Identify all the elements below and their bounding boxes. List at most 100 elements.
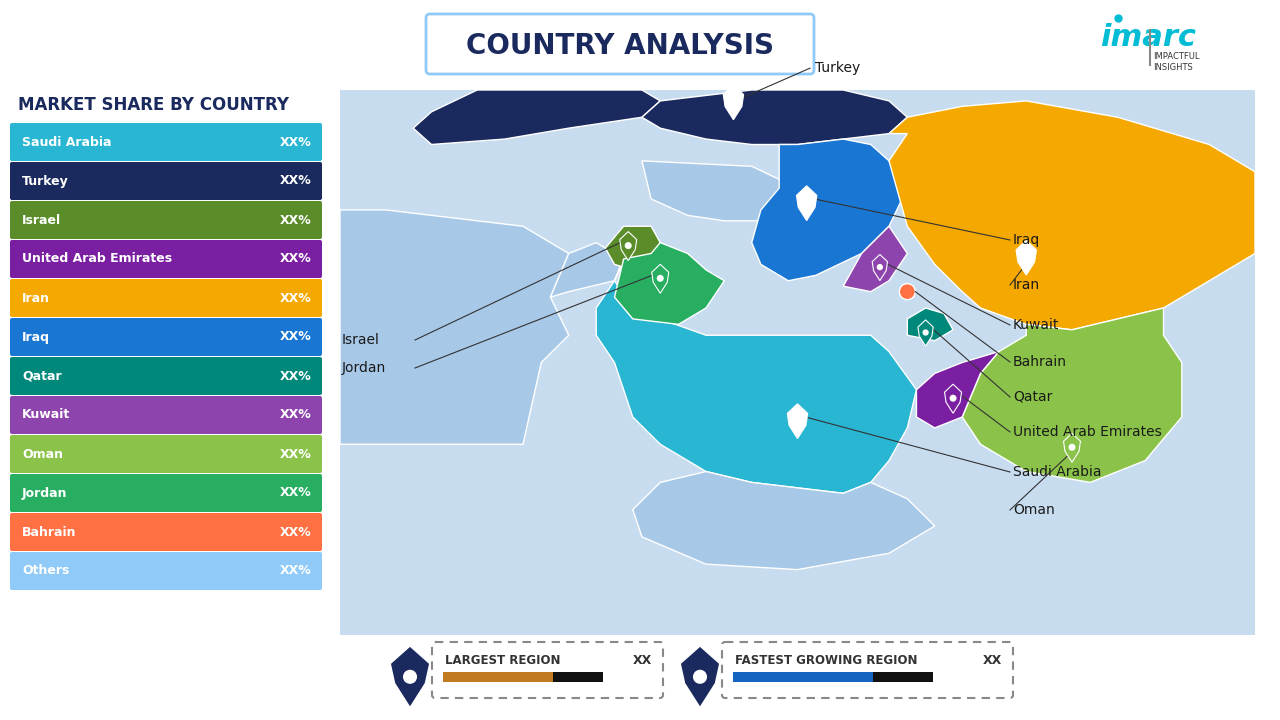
Text: Qatar: Qatar: [22, 369, 61, 382]
Polygon shape: [643, 90, 908, 145]
Text: Jordan: Jordan: [22, 487, 68, 500]
Circle shape: [923, 329, 929, 336]
Text: XX%: XX%: [280, 214, 312, 227]
Text: XX%: XX%: [280, 330, 312, 343]
Text: XX%: XX%: [280, 369, 312, 382]
Text: XX%: XX%: [280, 408, 312, 421]
Polygon shape: [751, 139, 908, 281]
Polygon shape: [872, 254, 887, 281]
Bar: [553, 672, 603, 682]
Text: Saudi Arabia: Saudi Arabia: [22, 135, 111, 148]
Text: XX: XX: [983, 654, 1002, 667]
Polygon shape: [908, 308, 954, 341]
Polygon shape: [632, 472, 934, 570]
FancyBboxPatch shape: [10, 201, 323, 239]
Polygon shape: [723, 85, 744, 120]
Polygon shape: [390, 646, 430, 708]
Circle shape: [403, 670, 417, 684]
Text: Iran: Iran: [22, 292, 50, 305]
FancyBboxPatch shape: [722, 642, 1012, 698]
Text: Bahrain: Bahrain: [22, 526, 77, 539]
FancyBboxPatch shape: [340, 90, 1254, 635]
Text: United Arab Emirates: United Arab Emirates: [1012, 425, 1162, 439]
Polygon shape: [614, 243, 724, 324]
Text: Turkey: Turkey: [22, 174, 69, 187]
Circle shape: [803, 199, 810, 207]
FancyBboxPatch shape: [10, 162, 323, 200]
Circle shape: [730, 98, 737, 106]
Text: Others: Others: [22, 564, 69, 577]
Text: Israel: Israel: [342, 333, 380, 347]
Circle shape: [1069, 444, 1075, 451]
Circle shape: [877, 264, 883, 270]
Polygon shape: [1016, 240, 1037, 275]
Text: XX%: XX%: [280, 174, 312, 187]
Polygon shape: [918, 320, 933, 346]
Polygon shape: [1064, 433, 1080, 462]
Polygon shape: [890, 101, 1254, 330]
Polygon shape: [413, 90, 660, 145]
Polygon shape: [796, 186, 817, 220]
Text: Qatar: Qatar: [1012, 390, 1052, 404]
Text: Turkey: Turkey: [815, 61, 860, 75]
Text: XX%: XX%: [280, 564, 312, 577]
FancyBboxPatch shape: [10, 123, 323, 161]
Text: XX%: XX%: [280, 135, 312, 148]
Polygon shape: [916, 351, 998, 428]
Polygon shape: [680, 646, 719, 708]
Circle shape: [900, 284, 915, 300]
Polygon shape: [643, 161, 797, 221]
Text: Jordan: Jordan: [342, 361, 387, 375]
Text: Kuwait: Kuwait: [1012, 318, 1060, 332]
Polygon shape: [963, 308, 1181, 482]
Text: XX%: XX%: [280, 253, 312, 266]
Circle shape: [794, 416, 801, 425]
Text: Kuwait: Kuwait: [22, 408, 70, 421]
Text: XX%: XX%: [280, 487, 312, 500]
Bar: [873, 672, 933, 682]
Text: XX%: XX%: [280, 448, 312, 461]
Polygon shape: [652, 264, 668, 293]
Text: XX%: XX%: [280, 292, 312, 305]
Text: COUNTRY ANALYSIS: COUNTRY ANALYSIS: [466, 32, 774, 60]
Bar: [733, 672, 873, 682]
Text: imarc: imarc: [1100, 24, 1196, 53]
Circle shape: [657, 275, 664, 282]
Text: Iraq: Iraq: [1012, 233, 1041, 247]
Text: FASTEST GROWING REGION: FASTEST GROWING REGION: [735, 654, 918, 667]
Polygon shape: [844, 226, 908, 292]
FancyBboxPatch shape: [10, 279, 323, 317]
Polygon shape: [620, 232, 636, 261]
FancyBboxPatch shape: [433, 642, 663, 698]
Text: Bahrain: Bahrain: [1012, 355, 1068, 369]
FancyBboxPatch shape: [10, 318, 323, 356]
Text: XX%: XX%: [280, 526, 312, 539]
Bar: [443, 672, 553, 682]
Polygon shape: [596, 259, 916, 493]
Text: XX: XX: [632, 654, 652, 667]
FancyBboxPatch shape: [10, 396, 323, 434]
Text: MARKET SHARE BY COUNTRY: MARKET SHARE BY COUNTRY: [18, 96, 289, 114]
FancyBboxPatch shape: [10, 552, 323, 590]
Text: Saudi Arabia: Saudi Arabia: [1012, 465, 1102, 479]
Polygon shape: [340, 210, 568, 444]
Text: Oman: Oman: [22, 448, 63, 461]
Polygon shape: [787, 404, 808, 438]
Text: IMPACTFUL
INSIGHTS: IMPACTFUL INSIGHTS: [1153, 52, 1199, 72]
FancyBboxPatch shape: [10, 474, 323, 512]
Text: Iraq: Iraq: [22, 330, 50, 343]
FancyBboxPatch shape: [10, 435, 323, 473]
Text: LARGEST REGION: LARGEST REGION: [445, 654, 561, 667]
FancyBboxPatch shape: [10, 357, 323, 395]
Text: Iran: Iran: [1012, 278, 1041, 292]
Polygon shape: [945, 384, 961, 413]
FancyBboxPatch shape: [10, 240, 323, 278]
Polygon shape: [550, 243, 623, 297]
Circle shape: [692, 670, 707, 684]
Text: Israel: Israel: [22, 214, 61, 227]
Text: Oman: Oman: [1012, 503, 1055, 517]
FancyBboxPatch shape: [10, 513, 323, 551]
Circle shape: [625, 242, 632, 249]
Text: United Arab Emirates: United Arab Emirates: [22, 253, 172, 266]
Circle shape: [1021, 253, 1030, 261]
